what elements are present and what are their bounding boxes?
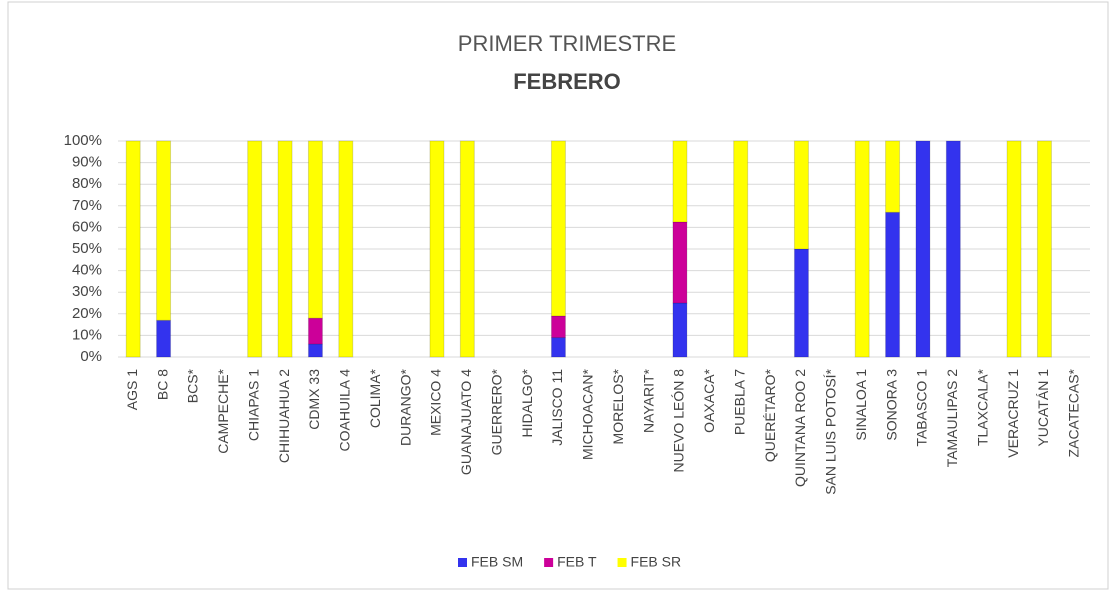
bar-segment	[338, 140, 354, 358]
legend-swatch	[617, 558, 627, 567]
x-tick-label: JALISCO 11	[549, 369, 565, 446]
x-tick-label: GUANAJUATO 4	[458, 369, 474, 475]
bar-segment	[459, 140, 475, 358]
x-tick-label: TLAXCALA*	[974, 368, 990, 446]
bar-segment	[854, 140, 870, 358]
y-tick-label: 50%	[72, 240, 102, 257]
x-tick-label: AGS 1	[124, 369, 140, 410]
x-tick-label: YUCATÁN 1	[1035, 369, 1051, 447]
x-tick-label: GUERRERO*	[488, 368, 504, 455]
x-tick-label: TAMAULIPAS 2	[944, 369, 960, 468]
bar-segment	[793, 140, 809, 250]
bar-segment	[307, 317, 323, 345]
x-tick-label: TABASCO 1	[914, 369, 930, 447]
chart-title: PRIMER TRIMESTRE	[458, 31, 676, 56]
x-tick-label: NUEVO LEÓN 8	[671, 369, 687, 473]
legend-swatch	[544, 558, 554, 567]
y-tick-label: 60%	[72, 218, 102, 235]
bar-segment	[733, 140, 749, 358]
bar-segment	[672, 140, 688, 223]
x-tick-label: CHIAPAS 1	[245, 369, 261, 441]
bar-segment	[1036, 140, 1052, 358]
y-tick-label: 0%	[80, 348, 102, 365]
y-tick-label: 70%	[72, 197, 102, 214]
x-tick-label: HIDALGO*	[519, 368, 535, 437]
x-tick-label: OAXACA*	[701, 368, 717, 432]
bar-segment	[277, 140, 293, 358]
x-tick-label: VERACRUZ 1	[1005, 369, 1021, 458]
x-tick-label: PUEBLA 7	[731, 369, 747, 435]
legend-swatch	[458, 558, 467, 567]
bar-segment	[793, 248, 809, 358]
y-tick-label: 30%	[72, 283, 102, 300]
x-tick-label: BCS*	[185, 368, 201, 403]
x-tick-label: DURANGO*	[397, 368, 413, 446]
bar-segment	[156, 319, 172, 358]
bar-segment	[945, 140, 961, 358]
x-tick-label: COLIMA*	[367, 368, 383, 428]
bar-segment	[885, 140, 901, 213]
bar-segment	[672, 302, 688, 358]
x-tick-label: CAMPECHE*	[215, 368, 231, 453]
x-tick-label: NAYARIT*	[640, 368, 656, 433]
y-tick-label: 80%	[72, 175, 102, 192]
y-tick-label: 90%	[72, 154, 102, 171]
bar-segment	[915, 140, 931, 358]
bar-segment	[307, 343, 323, 358]
chart-subtitle: FEBRERO	[513, 69, 621, 94]
legend-label: FEB SM	[471, 554, 523, 570]
bar-segment	[550, 315, 566, 339]
bar-segment	[672, 221, 688, 304]
bar-segment	[429, 140, 445, 358]
x-tick-label: QUERÉTARO*	[762, 368, 778, 462]
bar-segment	[885, 211, 901, 358]
bar-segment	[550, 140, 566, 317]
x-tick-label: ZACATECAS*	[1066, 368, 1082, 457]
x-tick-label: QUINTANA ROO 2	[792, 369, 808, 487]
bar-segment	[247, 140, 263, 358]
x-tick-label: SINALOA 1	[853, 369, 869, 441]
y-tick-label: 40%	[72, 262, 102, 279]
x-tick-label: MEXICO 4	[428, 369, 444, 436]
y-tick-label: 20%	[72, 305, 102, 322]
bar-segment	[125, 140, 141, 358]
x-tick-label: COAHUILA 4	[337, 369, 353, 452]
legend-label: FEB T	[557, 554, 597, 570]
x-tick-label: CHIHUAHUA 2	[276, 369, 292, 463]
x-tick-label: BC 8	[154, 369, 170, 400]
x-tick-label: MICHOACAN*	[580, 368, 596, 460]
legend-label: FEB SR	[631, 554, 682, 570]
bar-segment	[307, 140, 323, 319]
x-tick-label: CDMX 33	[306, 369, 322, 430]
y-tick-label: 10%	[72, 326, 102, 343]
bar-segment	[156, 140, 172, 321]
bar-segment	[1006, 140, 1022, 358]
x-tick-label: SAN LUIS POTOSÍ*	[823, 368, 839, 494]
x-tick-label: SONORA 3	[883, 369, 899, 441]
y-tick-label: 100%	[64, 132, 102, 149]
bar-segment	[550, 337, 566, 358]
x-tick-label: MORELOS*	[610, 368, 626, 444]
